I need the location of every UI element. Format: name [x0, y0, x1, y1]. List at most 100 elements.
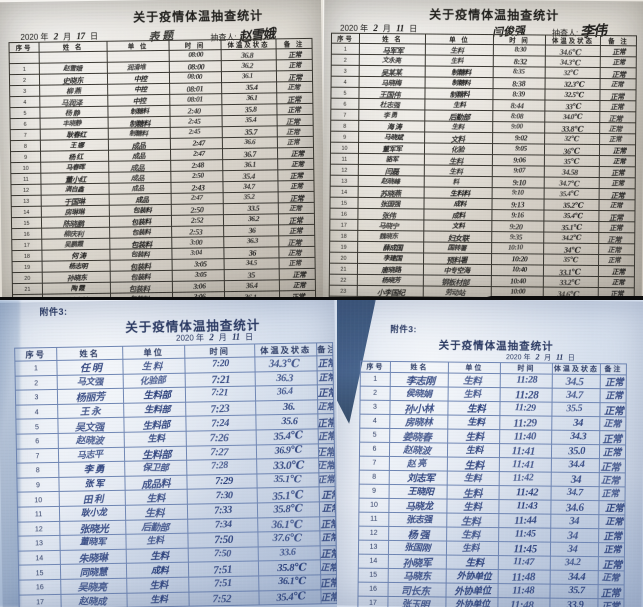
- cell-unit: 国转署: [423, 241, 492, 254]
- cell-unit: 保卫部: [124, 460, 187, 477]
- cell-no: 2: [15, 375, 58, 391]
- cell-name: 张晓光: [59, 519, 126, 536]
- cell-note: 正常: [277, 147, 314, 159]
- cell-note: 正常: [317, 399, 334, 415]
- cell-name: 孙小林: [389, 400, 449, 416]
- cell-unit: 外协单位: [445, 597, 498, 607]
- col-temp: 体温及状态: [254, 342, 317, 357]
- cell-name: 李建国: [357, 252, 424, 264]
- cell-no: 15: [358, 568, 389, 583]
- cell-no: 12: [10, 184, 42, 196]
- cell-note: 正常: [278, 191, 315, 203]
- cell-unit: 生料: [424, 120, 493, 133]
- cell-name: 文永亮: [359, 54, 426, 66]
- cell-time: 2:48: [170, 159, 223, 172]
- date-day-unit: 日: [409, 24, 418, 34]
- cell-note: 正常: [319, 516, 336, 531]
- cell-temp: 32℃: [545, 67, 601, 79]
- cell-unit: 劳动站: [423, 285, 492, 298]
- cell-unit: 生料: [424, 98, 493, 111]
- cell-time: 11:29: [499, 401, 553, 417]
- cell-time: 08:01: [169, 93, 222, 106]
- cell-temp: 34.3℃: [254, 355, 318, 372]
- cell-no: 5: [9, 107, 41, 119]
- cell-no: 9: [10, 151, 41, 163]
- temperature-table-top-right[interactable]: 序号 姓 名 单 位 时 间 体温及状态 备 注 1 马军军 生料 8:30 34.6℃…: [329, 33, 637, 300]
- cell-unit: 中控: [107, 94, 170, 107]
- cell-unit: 生料: [446, 555, 499, 570]
- cell-no: 2: [9, 74, 40, 86]
- paper-background-bottom-left: [0, 300, 337, 607]
- form-panel-bottom-left[interactable]: 附件3: 关于疫情体温抽查统计 2020 年 2 月 11 日 序号 姓名 单位…: [0, 300, 337, 607]
- dateline-bottom-left: 2020 年 2 月 11 日: [176, 332, 253, 344]
- paper-background-top-left: [0, 0, 323, 300]
- cell-time: 2:47: [171, 192, 224, 205]
- table-row[interactable]: 17 张玉明 外协单位 11:48 33.9 正常: [357, 596, 624, 607]
- col-temp: 体温及状态: [220, 38, 277, 50]
- cell-time: 2:53: [171, 225, 224, 238]
- date-month-unit: 月: [63, 32, 72, 42]
- cell-no: 14: [18, 550, 61, 566]
- cell-note: 正常: [598, 243, 635, 255]
- cell-time: 11:48: [497, 597, 550, 607]
- cell-no: 8: [330, 120, 359, 132]
- cell-unit: 生料: [447, 401, 501, 416]
- cell-note: 正常: [320, 589, 337, 604]
- temperature-table-top-left[interactable]: 序号 姓 名 单 位 时 间 体温及状态 备 注 08:00 36.8 正常 1 赵雪娥…: [8, 38, 316, 300]
- cell-temp: 34.2℃: [543, 232, 599, 244]
- cell-unit: 生料: [446, 513, 499, 528]
- cell-no: 7: [16, 447, 59, 464]
- cell-note: 正常: [278, 235, 315, 247]
- form-panel-top-right[interactable]: 关于疫情体温抽查统计 闫俊强 2020 年 2 月 11 日 抽查人: 李伟 序…: [323, 0, 643, 300]
- cell-note: 正常: [599, 144, 636, 156]
- cell-time: 08:00: [169, 49, 222, 62]
- cell-name: 赵 亮: [389, 456, 448, 472]
- cell-time: 7:27: [186, 444, 257, 461]
- attachment-label-bottom-left: 附件3:: [39, 306, 68, 318]
- cell-temp: 35.4℃: [544, 188, 600, 200]
- cell-unit: 成料: [423, 197, 493, 210]
- form-panel-top-left[interactable]: 关于疫情体温抽查统计 表 题 2020 年 2 月 17 日 抽查人: 赵雪娥 …: [0, 0, 323, 300]
- cell-time: 11:29: [499, 415, 552, 431]
- cell-name: 海 涛: [358, 120, 425, 132]
- temperature-table-bottom-right[interactable]: 序号 姓名 单位 时间 体温及状态 备注 1 李志刚 生料 11:28 34.5 正常 2 侯…: [357, 361, 627, 607]
- cell-name: 张 军: [58, 476, 126, 492]
- cell-temp: 35.6: [255, 414, 319, 430]
- cell-time: 7:30: [187, 488, 258, 505]
- cell-time: 2:45: [170, 115, 223, 128]
- cell-unit: 包装料: [109, 237, 172, 250]
- date-day-value: 11: [231, 331, 240, 342]
- cell-no: 16: [329, 208, 358, 220]
- col-no: 序号: [331, 33, 360, 44]
- cell-no: 9: [16, 477, 60, 493]
- cell-note: 正常: [276, 70, 313, 82]
- cell-time: 7:52: [188, 590, 260, 607]
- paper-fold-bottom-left: [0, 300, 20, 607]
- cell-temp: 32℃: [544, 133, 600, 145]
- cell-name: 王国伟: [358, 87, 426, 99]
- cell-unit: 生料: [448, 373, 501, 388]
- cell-time: 8:30: [493, 44, 546, 57]
- cell-time: 7:23: [185, 400, 256, 417]
- cell-no: 14: [330, 186, 359, 198]
- cell-time: 7:24: [185, 415, 257, 432]
- cell-unit: 制糖料: [108, 116, 171, 129]
- date-month-value: 2: [535, 352, 540, 362]
- cell-no: 13: [330, 175, 359, 187]
- col-note: 备 注: [600, 35, 637, 46]
- cell-time: 3:04: [171, 247, 225, 260]
- form-panel-bottom-right[interactable]: 附件3: 关于疫情体温抽查统计 2020 年 2 月 11 日 序号 姓名 单位…: [337, 300, 643, 607]
- cell-temp: 34.7: [552, 388, 601, 403]
- cell-unit: 中专空海: [423, 263, 492, 276]
- cell-name: 刘志军: [389, 470, 448, 486]
- cell-unit: [107, 50, 170, 63]
- cell-temp: 34.6℃: [545, 45, 601, 57]
- cell-time: 2:43: [170, 181, 224, 194]
- cell-name: 耿小龙: [59, 505, 126, 521]
- cell-time: 9:20: [491, 220, 544, 233]
- cell-temp: 34.5: [224, 257, 280, 270]
- cell-temp: 33.6: [258, 545, 321, 562]
- cell-name: 杨丽芳: [57, 388, 124, 405]
